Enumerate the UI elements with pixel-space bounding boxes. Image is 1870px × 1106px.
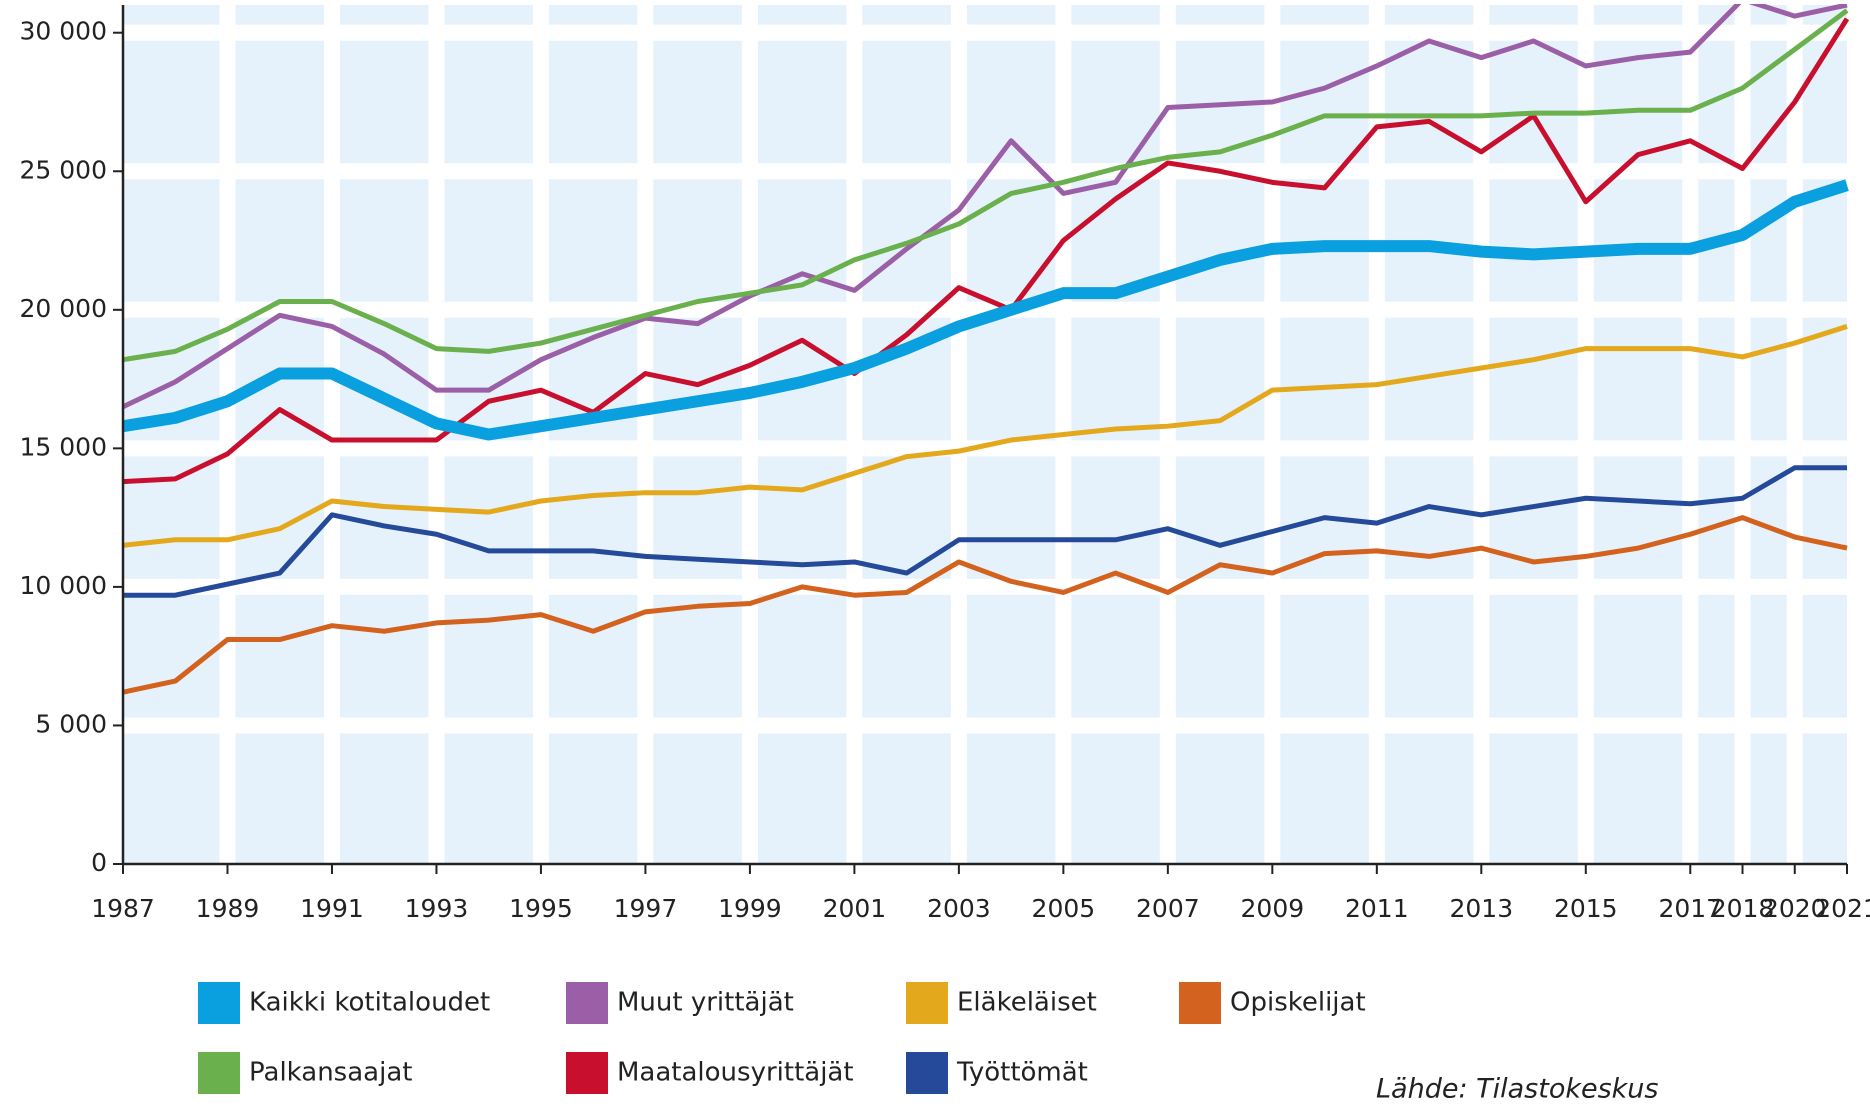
legend-text: Opiskelijat: [1230, 988, 1366, 1018]
legend-text: Maatalousyrittäjät: [617, 1058, 854, 1088]
x-tick-label: 2005: [1032, 894, 1096, 923]
x-tick-label: 1999: [718, 894, 782, 923]
legend-swatch: [566, 1052, 608, 1094]
x-tick-label: 2015: [1554, 894, 1618, 923]
series-line: [122, 324, 1848, 548]
y-tick-label: 20 000: [20, 294, 107, 323]
legend-text: Palkansaajat: [249, 1058, 412, 1088]
y-tick-label: 10 000: [20, 571, 107, 600]
legend-text: Muut yrittäjät: [617, 988, 794, 1018]
x-tick-label: 1989: [196, 894, 260, 923]
x-tick-label: 1991: [300, 894, 364, 923]
legend-swatch: [1179, 982, 1221, 1024]
y-tick-label: 25 000: [20, 155, 107, 184]
lines: [121, 4, 1850, 695]
x-tick-label: 2021: [1815, 894, 1870, 923]
x-tick-label: 1995: [509, 894, 573, 923]
y-tick-label: 30 000: [20, 17, 107, 46]
x-tick-label: 2013: [1449, 894, 1513, 923]
x-tick-label: 2001: [823, 894, 887, 923]
x-tick-label: 2017: [1658, 894, 1722, 923]
series-line: [122, 17, 1850, 485]
legend-text: Kaikki kotitaloudet: [249, 988, 490, 1018]
x-tick-label: 2018: [1711, 894, 1775, 923]
series-line: [123, 465, 1847, 598]
x-tick-label: 2009: [1241, 894, 1305, 923]
y-tick-label: 5 000: [35, 709, 107, 738]
x-tick-label: 2011: [1345, 894, 1409, 923]
legend-text: Eläkeläiset: [957, 988, 1097, 1018]
source: Lähde: Tilastokeskus: [1376, 1074, 1658, 1105]
series-line: [122, 8, 1849, 363]
legend-text: Työttömät: [956, 1058, 1088, 1088]
legend-swatch: [566, 982, 608, 1024]
series-line: [121, 4, 1848, 410]
legend-swatch: [906, 982, 948, 1024]
y-tick-label: 15 000: [20, 432, 107, 461]
y-tick-label: 0: [91, 848, 107, 877]
x-tick-label: 1997: [614, 894, 678, 923]
series-line: [122, 179, 1849, 441]
x-tick-label: 1987: [91, 894, 155, 923]
legend-swatch: [198, 1052, 240, 1094]
legend-swatch: [906, 1052, 948, 1094]
legend-swatch: [198, 982, 240, 1024]
series-line: [122, 515, 1848, 695]
x-tick-label: 1993: [405, 894, 469, 923]
x-tick-label: 2003: [927, 894, 991, 923]
x-tick-label: 2020: [1763, 894, 1827, 923]
x-tick-label: 2007: [1136, 894, 1200, 923]
